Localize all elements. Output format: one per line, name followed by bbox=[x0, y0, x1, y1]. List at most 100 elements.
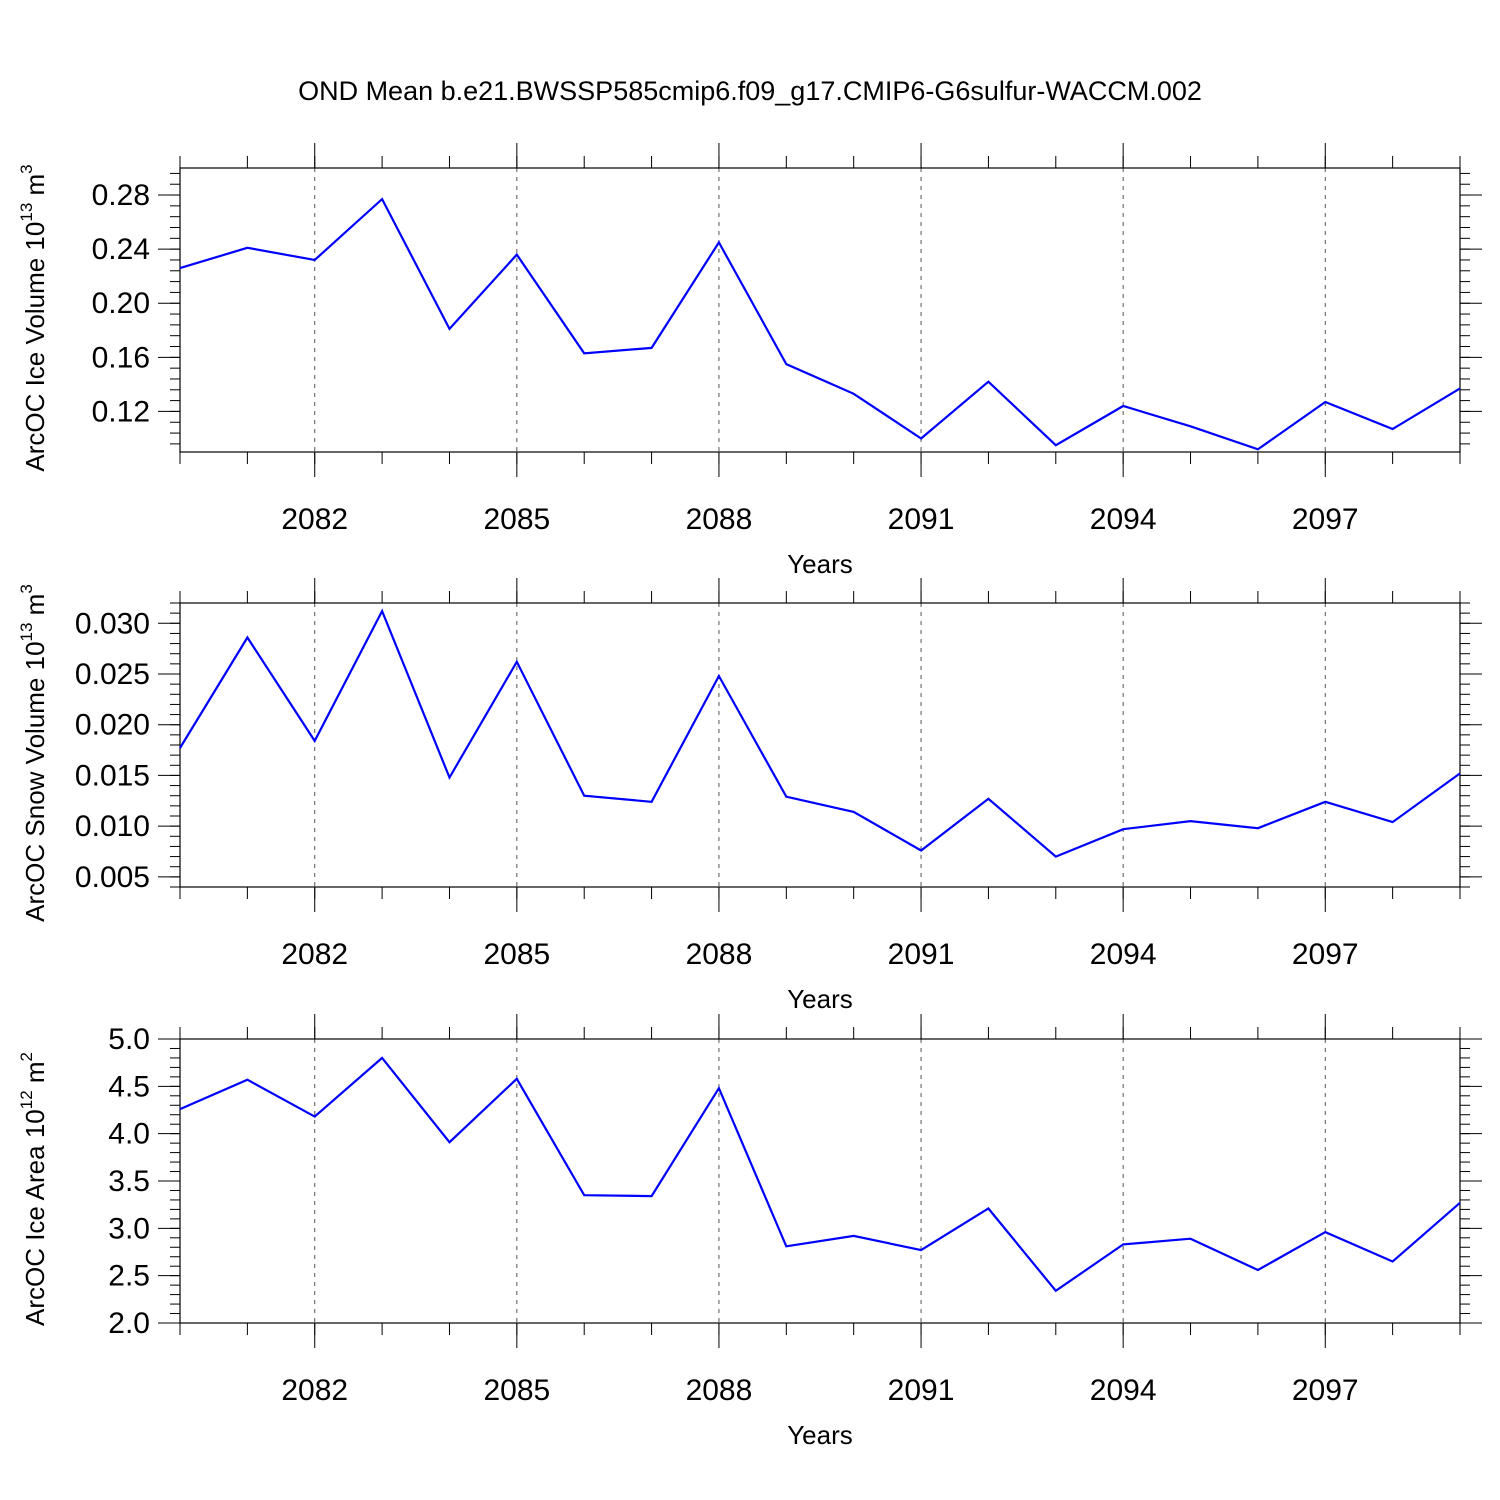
data-point bbox=[583, 1194, 585, 1196]
data-point bbox=[1324, 801, 1326, 803]
data-point bbox=[1459, 1202, 1461, 1204]
data-point bbox=[179, 267, 181, 269]
y-axis-label-exponent: 12 bbox=[17, 1090, 36, 1109]
series-line bbox=[179, 197, 1461, 451]
plot-frame bbox=[179, 167, 1461, 453]
plot-frame bbox=[179, 602, 1461, 888]
y-axis-label-unit-exponent: 2 bbox=[17, 1052, 36, 1061]
data-point bbox=[1392, 821, 1394, 823]
y-axis-label: ArcOC Snow Volume 1013 m3 bbox=[17, 584, 50, 922]
data-point bbox=[516, 1078, 518, 1080]
x-tick-label: 2094 bbox=[1090, 503, 1157, 536]
data-point bbox=[1190, 1238, 1192, 1240]
x-tick-label: 2097 bbox=[1292, 503, 1359, 536]
x-axis-label: Years bbox=[787, 984, 853, 1014]
data-point bbox=[785, 796, 787, 798]
data-point bbox=[651, 347, 653, 349]
data-point bbox=[1122, 828, 1124, 830]
chart-title: OND Mean b.e21.BWSSP585cmip6.f09_g17.CMI… bbox=[298, 76, 1202, 106]
y-tick-label: 0.020 bbox=[75, 709, 150, 742]
y-axis-label-unit-exponent: 3 bbox=[17, 584, 36, 593]
data-point bbox=[920, 1249, 922, 1251]
y-axis-label-exponent: 13 bbox=[17, 203, 36, 222]
x-tick-label: 2094 bbox=[1090, 938, 1157, 971]
data-point bbox=[1459, 387, 1461, 389]
data-point bbox=[1190, 820, 1192, 822]
data-point bbox=[516, 254, 518, 256]
data-point bbox=[381, 198, 383, 200]
data-point bbox=[1257, 448, 1259, 450]
data-point bbox=[718, 675, 720, 677]
y-tick-label: 4.5 bbox=[108, 1070, 150, 1103]
data-point bbox=[516, 661, 518, 663]
data-point bbox=[1055, 1290, 1057, 1292]
y-tick-label: 3.5 bbox=[108, 1165, 150, 1198]
y-tick-label: 4.0 bbox=[108, 1118, 150, 1151]
x-tick-label: 2091 bbox=[888, 1374, 955, 1407]
y-axis-label: ArcOC Ice Area 1012 m2 bbox=[17, 1052, 50, 1326]
y-tick-label: 0.025 bbox=[75, 658, 150, 691]
data-point bbox=[179, 1108, 181, 1110]
y-tick-label: 2.5 bbox=[108, 1260, 150, 1293]
data-point bbox=[179, 747, 181, 749]
x-tick-label: 2085 bbox=[483, 503, 550, 536]
y-axis-label-unit: m bbox=[20, 174, 50, 203]
data-point bbox=[583, 352, 585, 354]
data-point bbox=[1392, 1260, 1394, 1262]
y-tick-label: 0.16 bbox=[92, 341, 150, 374]
data-point bbox=[1122, 405, 1124, 407]
y-axis-label-text: ArcOC Snow Volume 10 bbox=[20, 641, 50, 921]
x-tick-label: 2097 bbox=[1292, 1374, 1359, 1407]
data-point bbox=[1055, 856, 1057, 858]
data-point bbox=[987, 798, 989, 800]
x-axis-label: Years bbox=[787, 1420, 853, 1450]
x-tick-label: 2094 bbox=[1090, 1374, 1157, 1407]
y-axis-label-unit: m bbox=[20, 1061, 50, 1090]
data-point bbox=[853, 393, 855, 395]
x-tick-label: 2097 bbox=[1292, 938, 1359, 971]
x-tick-label: 2082 bbox=[281, 1374, 348, 1407]
y-tick-label: 0.015 bbox=[75, 759, 150, 792]
x-tick-label: 2088 bbox=[686, 1374, 753, 1407]
data-point bbox=[853, 1235, 855, 1237]
y-axis-label: ArcOC Ice Volume 1013 m3 bbox=[17, 164, 50, 471]
y-tick-label: 0.24 bbox=[92, 233, 150, 266]
y-tick-label: 0.030 bbox=[75, 607, 150, 640]
data-point bbox=[651, 1195, 653, 1197]
x-tick-label: 2085 bbox=[483, 938, 550, 971]
series-line bbox=[179, 1056, 1461, 1293]
x-tick-label: 2085 bbox=[483, 1374, 550, 1407]
data-point bbox=[583, 795, 585, 797]
data-point bbox=[785, 363, 787, 365]
data-point bbox=[1324, 1231, 1326, 1233]
data-point bbox=[718, 241, 720, 243]
data-point bbox=[314, 1116, 316, 1118]
data-point bbox=[651, 801, 653, 803]
y-axis-label-unit: m bbox=[20, 594, 50, 623]
y-tick-label: 0.20 bbox=[92, 287, 150, 320]
x-tick-label: 2091 bbox=[888, 503, 955, 536]
data-point bbox=[246, 247, 248, 249]
y-tick-label: 2.0 bbox=[108, 1307, 150, 1340]
data-point bbox=[314, 259, 316, 261]
y-tick-label: 0.28 bbox=[92, 179, 150, 212]
y-tick-label: 0.010 bbox=[75, 810, 150, 843]
x-axis-label: Years bbox=[787, 549, 853, 579]
plot-frame bbox=[179, 1038, 1461, 1324]
data-point bbox=[246, 636, 248, 638]
data-point bbox=[448, 776, 450, 778]
data-point bbox=[987, 1207, 989, 1209]
data-point bbox=[1055, 444, 1057, 446]
data-point bbox=[448, 328, 450, 330]
data-point bbox=[1392, 428, 1394, 430]
data-point bbox=[1459, 772, 1461, 774]
data-point bbox=[314, 740, 316, 742]
data-point bbox=[448, 1141, 450, 1143]
x-tick-label: 2082 bbox=[281, 938, 348, 971]
y-axis-label-text: ArcOC Ice Volume 10 bbox=[20, 222, 50, 472]
data-point bbox=[920, 849, 922, 851]
data-point bbox=[246, 1079, 248, 1081]
data-point bbox=[1122, 1243, 1124, 1245]
x-tick-label: 2082 bbox=[281, 503, 348, 536]
